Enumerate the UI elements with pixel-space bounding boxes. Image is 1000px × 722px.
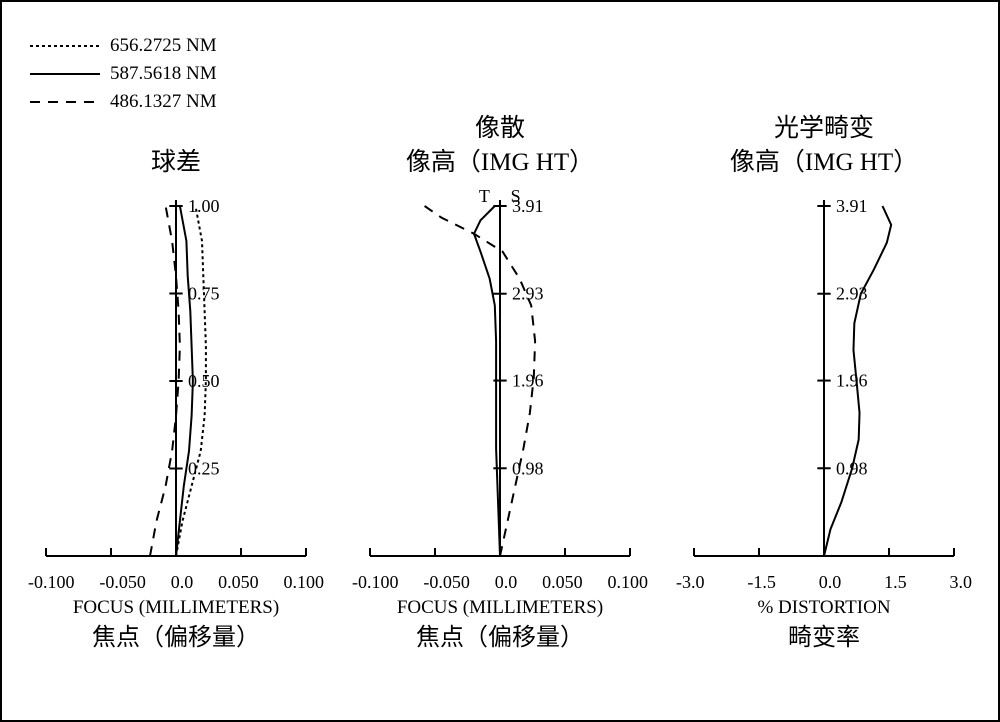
x-ticks: -0.100 -0.050 0.0 0.050 0.100 xyxy=(26,568,326,593)
y-tick-label: 1.96 xyxy=(512,370,544,390)
x-ticks: -0.100 -0.050 0.0 0.050 0.100 xyxy=(350,568,650,593)
legend-line-icon xyxy=(30,92,100,112)
x-tick-label: -3.0 xyxy=(676,572,705,593)
y-tick-label: 1.96 xyxy=(836,370,868,390)
plot-svg: 0.250.500.751.00 xyxy=(36,188,316,568)
x-axis-label-en: FOCUS (MILLIMETERS) xyxy=(350,595,650,621)
ts-label: S xyxy=(511,188,521,206)
chart-spherical: 球差 0.250.500.751.00 -0.100 -0.050 0.0 0.050 0.… xyxy=(26,112,326,720)
plot-area: 0.981.962.933.91TS xyxy=(360,188,640,568)
x-tick-label: -0.050 xyxy=(423,572,470,593)
plot-svg: 0.981.962.933.91 xyxy=(684,188,964,568)
x-axis-label-cn: 焦点（偏移量） xyxy=(26,622,326,654)
x-axis-label-en: FOCUS (MILLIMETERS) xyxy=(26,595,326,621)
x-tick-label: 1.5 xyxy=(884,572,907,593)
plot-area: 0.250.500.751.00 xyxy=(36,188,316,568)
x-tick-label: 3.0 xyxy=(950,572,973,593)
x-ticks: -3.0 -1.5 0.0 1.5 3.0 xyxy=(674,568,974,593)
x-axis-label-en: % DISTORTION xyxy=(674,595,974,621)
chart-distortion: 光学畸变 像高（IMG HT）0.981.962.933.91-3.0-1.50… xyxy=(674,112,974,720)
x-axis-label-cn: 焦点（偏移量） xyxy=(350,622,650,654)
x-tick-label: -0.050 xyxy=(99,572,146,593)
charts-row: 球差 0.250.500.751.00 -0.100 -0.050 0.0 0.050 0.… xyxy=(2,112,998,720)
x-tick-label: -1.5 xyxy=(747,572,776,593)
x-tick-label: -0.100 xyxy=(28,572,75,593)
x-tick-label: 0.050 xyxy=(542,572,583,593)
y-tick-label: 0.25 xyxy=(188,458,220,478)
y-tick-label: 0.98 xyxy=(512,458,544,478)
figure-frame: 656.2725 NM 587.5618 NM 486.1327 NM 球差 0.25… xyxy=(0,0,1000,722)
legend-line-icon xyxy=(30,36,100,56)
y-tick-label: 3.91 xyxy=(836,196,868,216)
x-tick-label: 0.0 xyxy=(819,572,842,593)
x-tick-label: 0.100 xyxy=(284,572,325,593)
chart-title: 光学畸变 像高（IMG HT） xyxy=(674,112,974,180)
legend-label: 486.1327 NM xyxy=(110,91,217,113)
chart-title: 球差 xyxy=(26,112,326,180)
legend-line-icon xyxy=(30,64,100,84)
x-tick-label: 0.0 xyxy=(171,572,194,593)
chart-title: 像散 像高（IMG HT） xyxy=(350,112,650,180)
legend-item: 587.5618 NM xyxy=(30,60,217,88)
legend-label: 587.5618 NM xyxy=(110,63,217,85)
x-tick-label: 0.050 xyxy=(218,572,259,593)
plot-svg: 0.981.962.933.91TS xyxy=(360,188,640,568)
x-tick-label: 0.0 xyxy=(495,572,518,593)
x-axis-label-cn: 畸变率 xyxy=(674,622,974,654)
plot-area: 0.981.962.933.91 xyxy=(684,188,964,568)
y-tick-label: 1.00 xyxy=(188,196,220,216)
x-tick-label: -0.100 xyxy=(352,572,399,593)
y-tick-label: 2.93 xyxy=(836,283,868,303)
ts-label: T xyxy=(479,188,490,206)
legend-label: 656.2725 NM xyxy=(110,35,217,57)
legend-item: 656.2725 NM xyxy=(30,32,217,60)
chart-astigmatism: 像散 像高（IMG HT）0.981.962.933.91TS-0.100-0.… xyxy=(350,112,650,720)
y-tick-label: 2.93 xyxy=(512,283,544,303)
series-curve xyxy=(474,206,500,556)
x-tick-label: 0.100 xyxy=(608,572,649,593)
legend: 656.2725 NM 587.5618 NM 486.1327 NM xyxy=(30,32,217,116)
